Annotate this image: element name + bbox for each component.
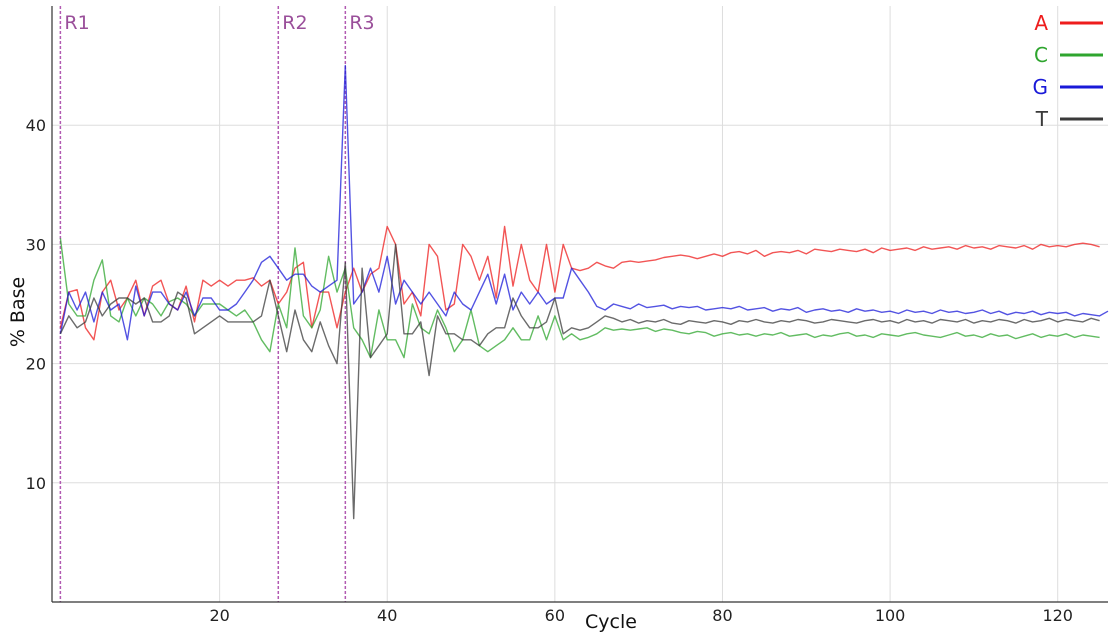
y-tick-label: 20 xyxy=(26,355,46,374)
x-tick-label: 120 xyxy=(1042,606,1073,625)
series-line-t xyxy=(59,243,1100,520)
tick-labels: 20 40 60 80 100 120 10 20 30 40 xyxy=(26,116,1073,625)
region-label-r3: R3 xyxy=(349,12,374,34)
legend-label-g: G xyxy=(1033,75,1049,99)
y-axis-title: % Base xyxy=(7,277,29,347)
series-line-g xyxy=(59,64,1109,341)
x-axis-title: Cycle xyxy=(585,611,637,633)
y-tick-label: 30 xyxy=(26,235,46,254)
legend-label-c: C xyxy=(1034,43,1048,67)
gridlines xyxy=(52,6,1108,602)
x-tick-label: 80 xyxy=(712,606,732,625)
x-tick-label: 60 xyxy=(545,606,565,625)
region-label-r2: R2 xyxy=(282,12,307,34)
series-line-c xyxy=(59,238,1100,359)
x-tick-label: 40 xyxy=(377,606,397,625)
series-lines xyxy=(59,64,1109,520)
region-label-r1: R1 xyxy=(64,12,89,34)
legend-label-a: A xyxy=(1034,11,1048,35)
series-line-a xyxy=(59,225,1100,341)
legend-label-t: T xyxy=(1035,107,1049,131)
axes xyxy=(51,6,1108,603)
x-tick-label: 100 xyxy=(875,606,906,625)
x-tick-label: 20 xyxy=(209,606,229,625)
y-tick-label: 40 xyxy=(26,116,46,135)
y-tick-label: 10 xyxy=(26,474,46,493)
